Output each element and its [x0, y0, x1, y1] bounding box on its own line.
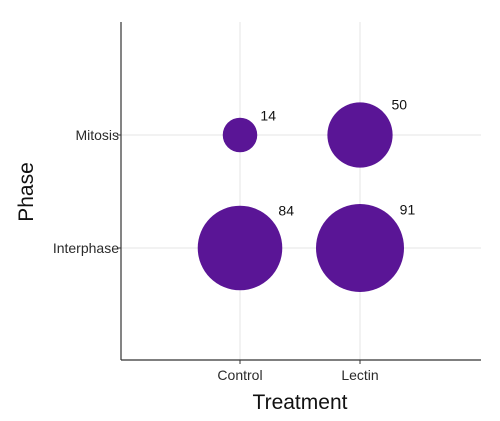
data-label-control-interphase: 84: [278, 203, 294, 219]
label-layer: 14 50 84 91: [260, 97, 415, 219]
bubble-lectin-interphase: [316, 204, 404, 292]
x-tick-label-lectin: Lectin: [341, 367, 378, 383]
x-axis-title: Treatment: [253, 391, 348, 414]
data-label-lectin-interphase: 91: [400, 201, 416, 217]
y-tick-label-mitosis: Mitosis: [75, 127, 119, 143]
bubble-layer: [197, 102, 404, 292]
bubble-control-mitosis: [222, 117, 258, 153]
x-tick-label-control: Control: [217, 367, 262, 383]
bubble-lectin-mitosis: [327, 102, 393, 168]
grid-layer: [121, 22, 481, 360]
y-tick-label-interphase: Interphase: [53, 240, 119, 256]
data-label-lectin-mitosis: 50: [391, 97, 407, 113]
data-label-control-mitosis: 14: [260, 108, 276, 124]
bubble-control-interphase: [197, 205, 283, 291]
y-axis-title: Phase: [15, 162, 38, 222]
axis-layer: Control Lectin Interphase Mitosis: [53, 22, 481, 383]
